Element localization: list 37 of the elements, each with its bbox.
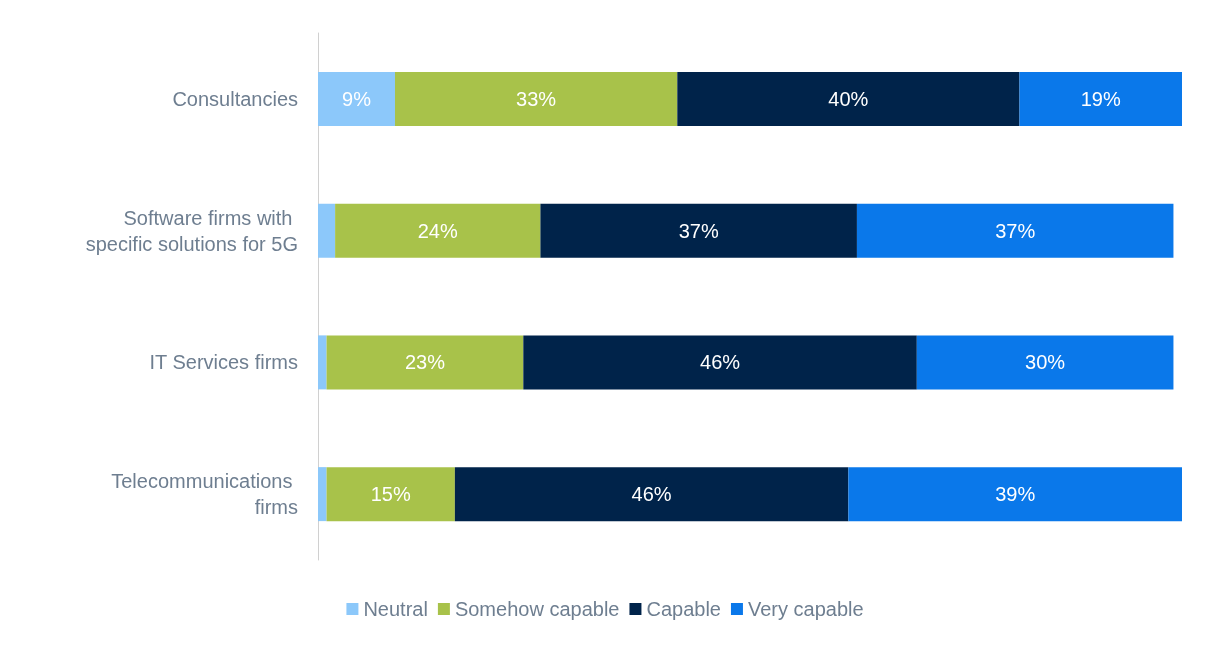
bar bbox=[916, 335, 1174, 390]
legend-label: Capable bbox=[646, 598, 721, 620]
bar bbox=[326, 467, 455, 522]
bar bbox=[856, 203, 1174, 258]
bar bbox=[318, 467, 327, 522]
data-label: 15% bbox=[370, 483, 411, 506]
bar bbox=[848, 467, 1182, 522]
data-label: 33% bbox=[516, 87, 557, 110]
bar bbox=[1019, 71, 1182, 126]
y-tick-label: Telecommunications firms bbox=[111, 470, 298, 519]
bar bbox=[335, 203, 541, 258]
data-label: 24% bbox=[417, 219, 458, 242]
legend-label: Somehow capable bbox=[454, 598, 620, 620]
bar bbox=[454, 467, 849, 522]
bar bbox=[326, 335, 524, 390]
data-label: 23% bbox=[404, 351, 446, 374]
data-label: 37% bbox=[995, 219, 1036, 242]
data-label: 46% bbox=[631, 483, 672, 506]
data-label: 46% bbox=[700, 351, 741, 374]
legend-label: Neutral bbox=[363, 598, 428, 620]
legend-label: Very capable bbox=[747, 598, 864, 620]
bar bbox=[394, 71, 678, 126]
data-label: 30% bbox=[1025, 351, 1066, 374]
bar bbox=[318, 335, 327, 390]
y-tick-label: Software firms with specific solutions for 5G bbox=[85, 206, 298, 255]
bar bbox=[523, 335, 917, 390]
bar bbox=[677, 71, 1020, 126]
y-tick-label: Consultancies bbox=[172, 87, 298, 110]
y-tick-label: IT Services firms bbox=[149, 351, 298, 374]
bar bbox=[318, 203, 336, 258]
data-label: 39% bbox=[995, 483, 1036, 506]
data-label: 40% bbox=[828, 87, 869, 110]
data-label: 9% bbox=[342, 87, 372, 110]
bar bbox=[318, 71, 395, 126]
data-label: 19% bbox=[1080, 87, 1121, 110]
data-label: 37% bbox=[678, 219, 719, 242]
bar bbox=[540, 203, 857, 258]
